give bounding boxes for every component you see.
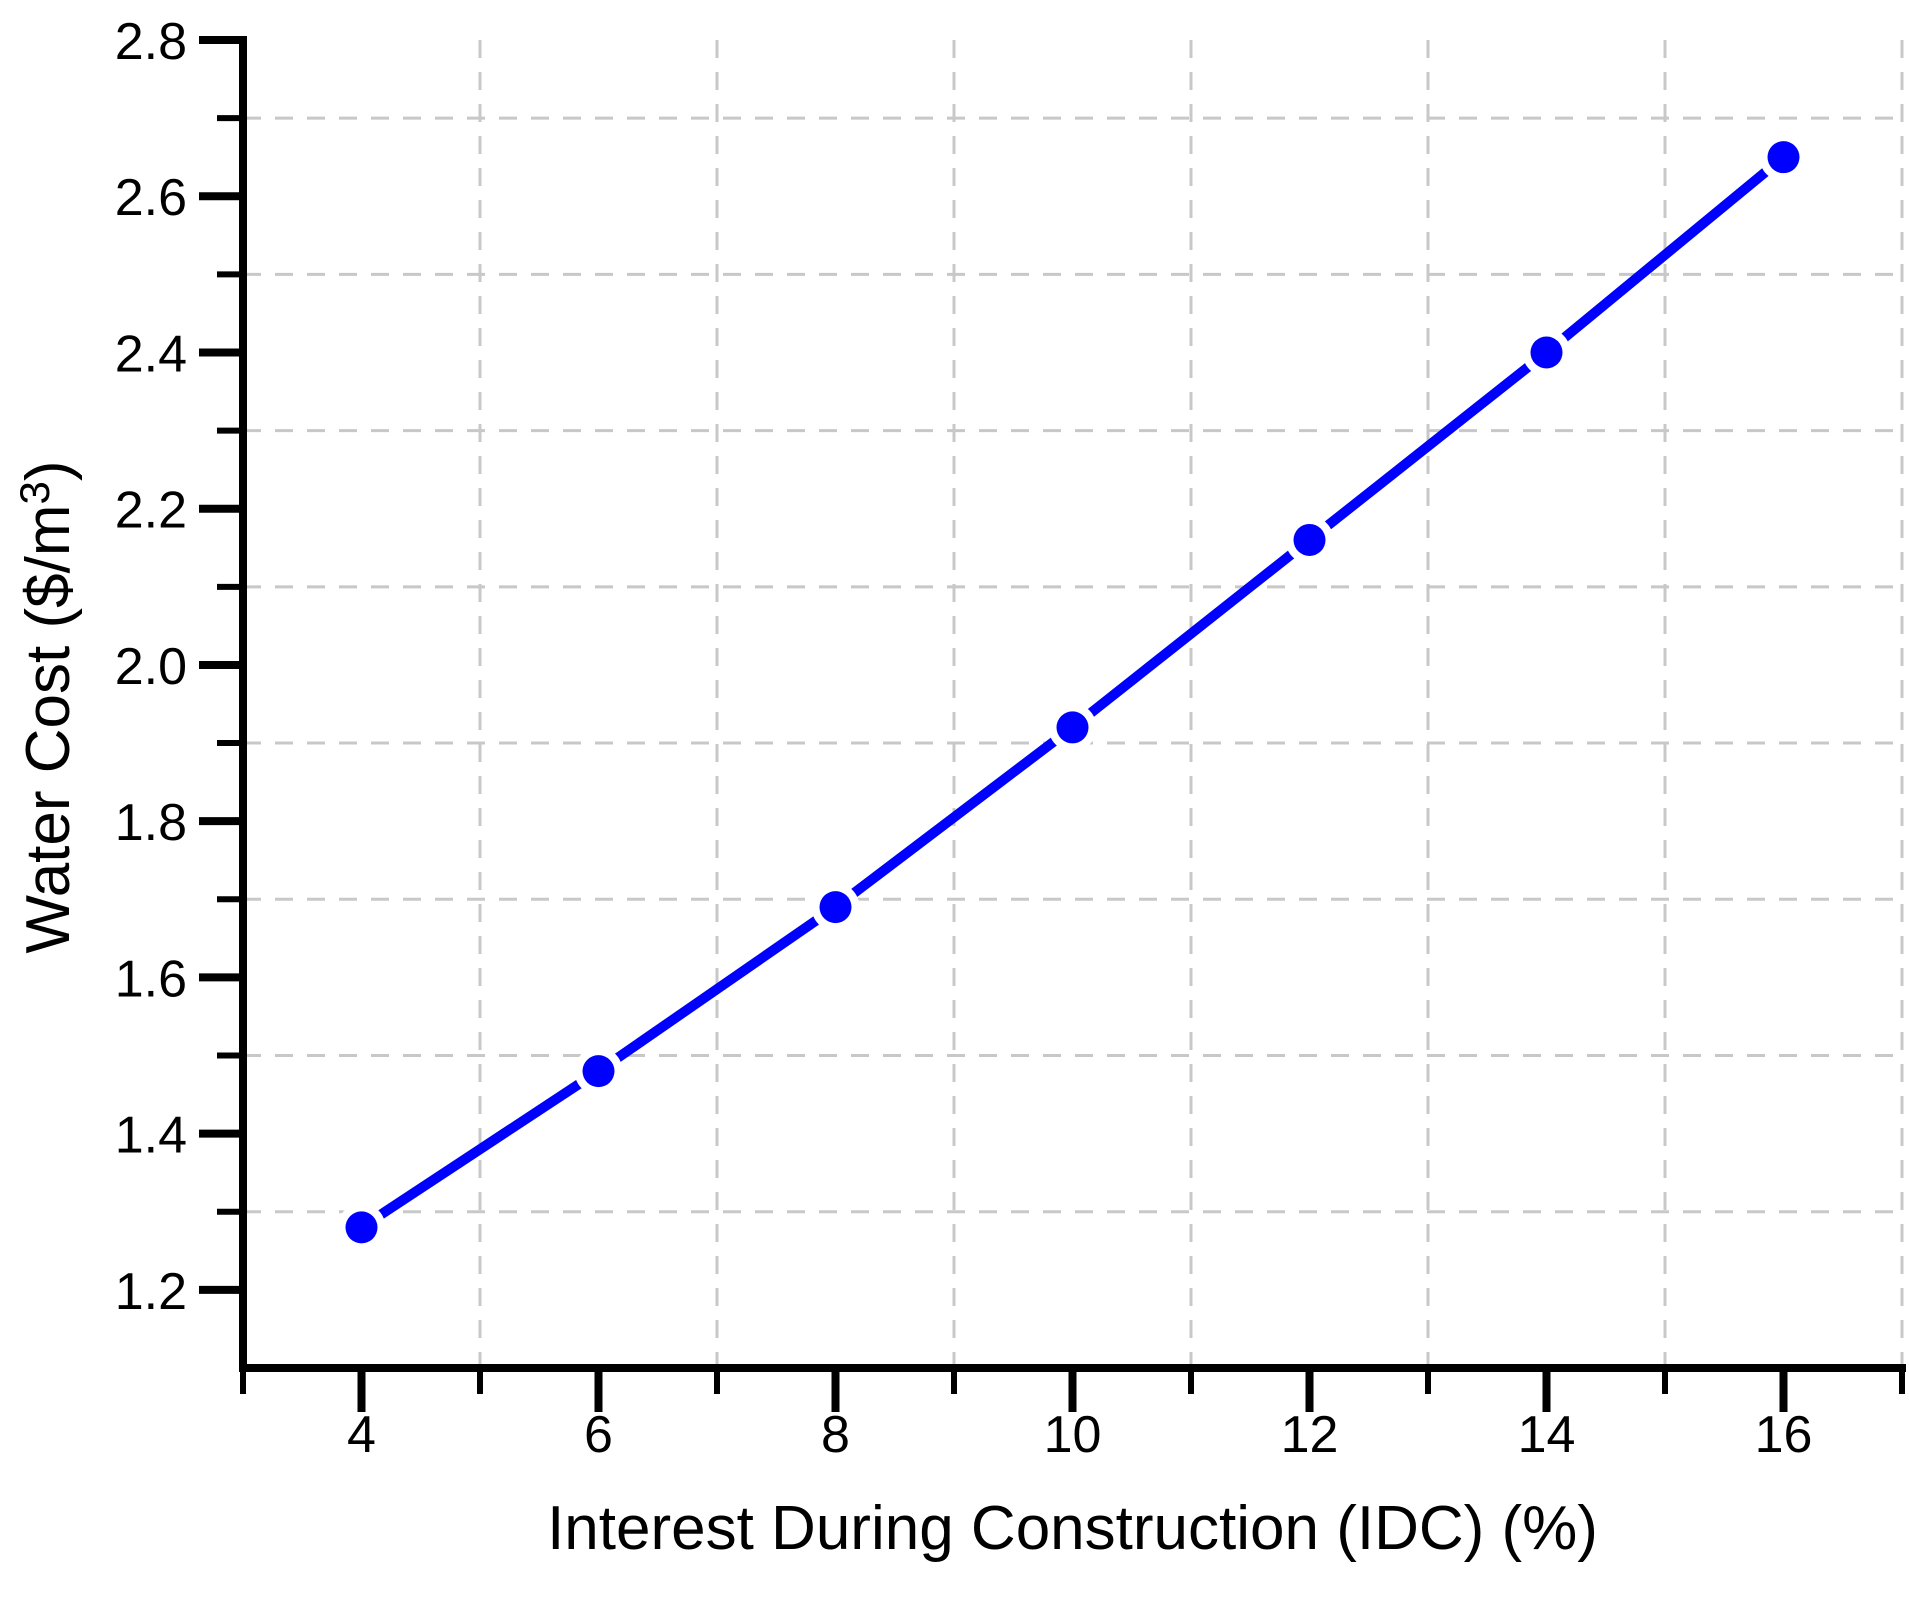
data-point-marker	[819, 891, 852, 924]
data-point-marker	[345, 1211, 378, 1244]
x-axis-title: Interest During Construction (IDC) (%)	[547, 1494, 1598, 1563]
x-tick-label: 12	[1281, 1406, 1339, 1464]
x-tick-label: 10	[1044, 1406, 1102, 1464]
x-tick-label: 8	[821, 1406, 850, 1464]
x-tick-label: 16	[1755, 1406, 1813, 1464]
y-tick-label: 1.4	[115, 1107, 187, 1165]
data-point-marker	[1293, 523, 1326, 556]
y-axis-title: Water Cost ($/m3)	[11, 43, 86, 1371]
y-tick-label: 2.6	[115, 169, 187, 227]
data-point-marker	[1056, 711, 1089, 744]
y-tick-label: 2.0	[115, 638, 187, 696]
x-tick-label: 14	[1518, 1406, 1576, 1464]
y-tick-label: 2.8	[115, 13, 187, 71]
y-axis-title-suffix: )	[14, 460, 83, 482]
data-point-marker	[1767, 141, 1800, 174]
x-tick-label: 4	[347, 1406, 376, 1464]
y-axis-title-superscript: 3	[11, 481, 58, 505]
data-point-marker	[1530, 336, 1563, 369]
y-tick-label: 1.6	[115, 950, 187, 1008]
data-line	[356, 152, 1789, 1233]
y-tick-label: 2.2	[115, 482, 187, 540]
y-tick-label: 2.4	[115, 325, 187, 383]
y-tick-label: 1.2	[115, 1263, 187, 1321]
y-axis-title-text: Water Cost ($/m	[14, 504, 83, 954]
data-point-marker	[582, 1055, 615, 1088]
y-tick-label: 1.8	[115, 794, 187, 852]
x-tick-label: 6	[584, 1406, 613, 1464]
